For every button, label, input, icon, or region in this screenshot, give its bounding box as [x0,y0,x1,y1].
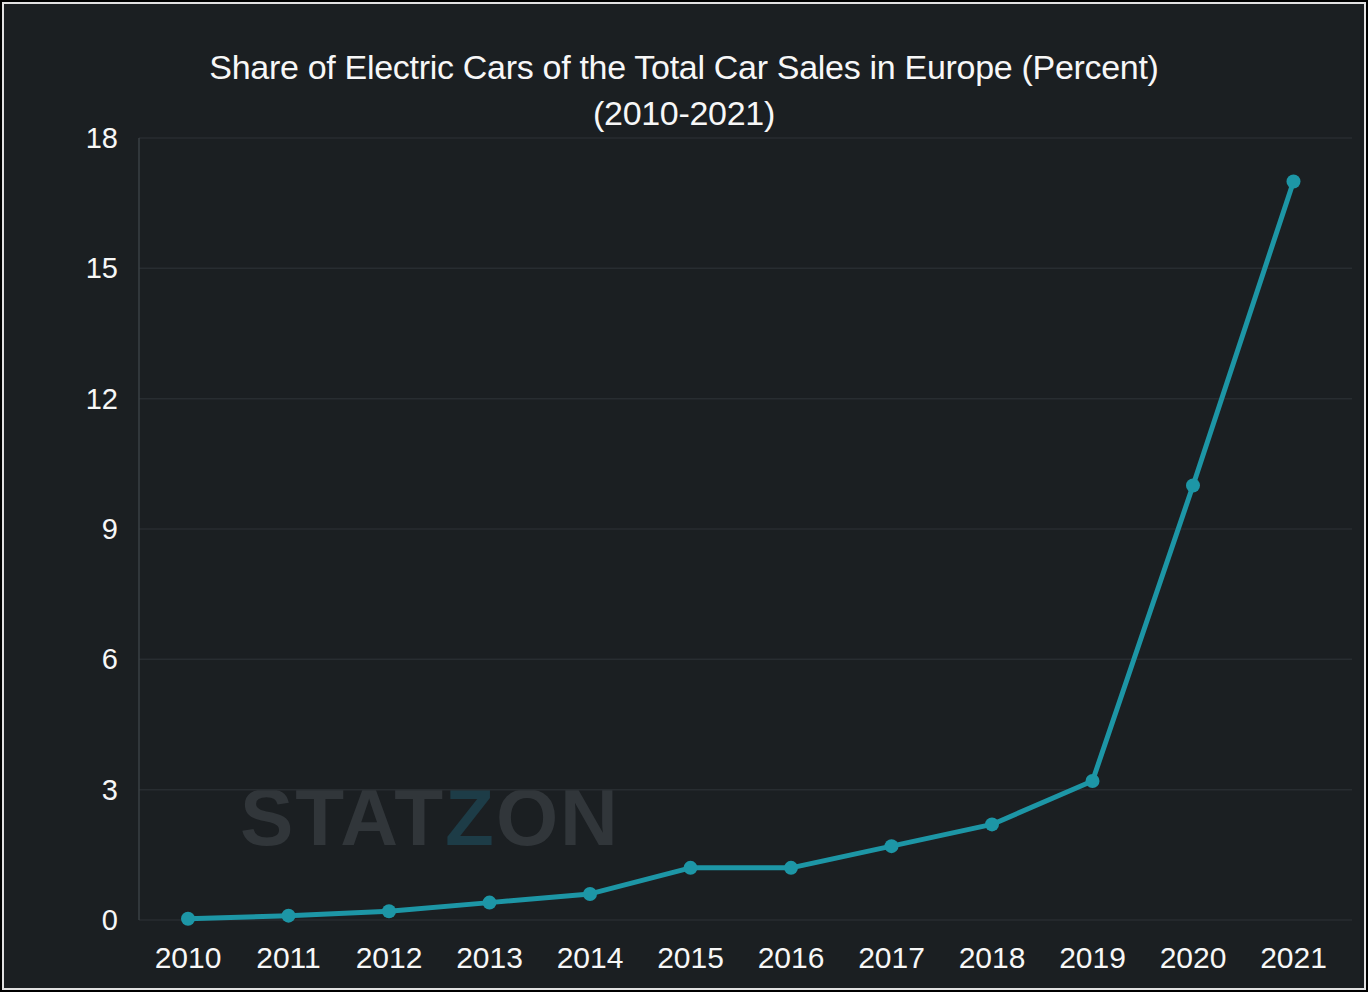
data-point [1287,174,1301,188]
x-tick-label: 2014 [557,941,624,974]
data-point [1086,774,1100,788]
x-tick-label: 2017 [858,941,925,974]
data-point [181,912,195,926]
y-tick-label: 18 [86,122,118,154]
data-line [188,181,1294,918]
y-tick-label: 0 [102,904,118,936]
data-point [885,839,899,853]
y-tick-label: 12 [86,383,118,415]
x-tick-label: 2016 [758,941,825,974]
x-tick-label: 2015 [657,941,724,974]
data-point [684,861,698,875]
data-point [282,909,296,923]
data-point [1186,479,1200,493]
x-tick-label: 2019 [1059,941,1126,974]
y-tick-label: 6 [102,643,118,675]
data-point [382,904,396,918]
data-point [583,887,597,901]
x-tick-label: 2021 [1260,941,1327,974]
x-tick-label: 2012 [356,941,423,974]
y-tick-label: 3 [102,774,118,806]
data-point [985,817,999,831]
y-tick-label: 9 [102,513,118,545]
x-tick-label: 2020 [1160,941,1227,974]
x-tick-label: 2010 [155,941,222,974]
y-tick-label: 15 [86,252,118,284]
line-chart: 0 3 6 9 12 15 18 2010 2011 2012 2013 2014 2015 2016 20… [0,0,1368,992]
data-point [483,896,497,910]
x-tick-label: 2013 [456,941,523,974]
x-tick-label: 2011 [256,941,321,974]
data-point [784,861,798,875]
chart-canvas: Share of Electric Cars of the Total Car … [0,0,1368,992]
x-tick-label: 2018 [959,941,1026,974]
